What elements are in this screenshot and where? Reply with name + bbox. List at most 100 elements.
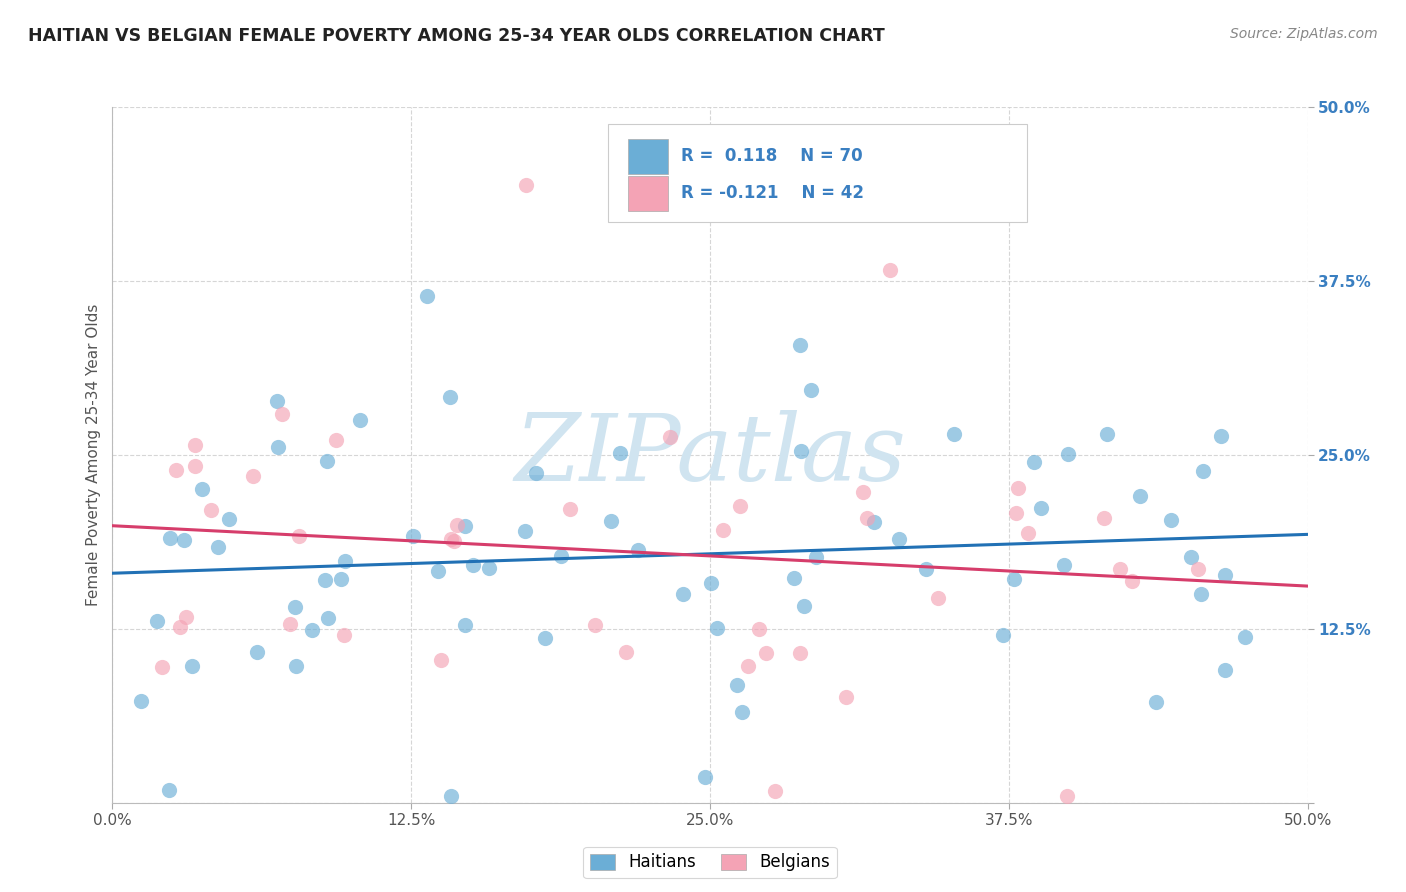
Point: [446, 518, 468, 533]
Point: [790, 443, 813, 458]
Point: [789, 647, 811, 661]
Point: [314, 573, 336, 587]
Point: [1094, 510, 1116, 524]
Point: [737, 658, 759, 673]
Point: [515, 178, 537, 193]
FancyBboxPatch shape: [609, 124, 1026, 222]
Point: [887, 532, 910, 546]
Point: [1022, 454, 1045, 468]
Point: [627, 543, 650, 558]
Point: [165, 463, 187, 477]
Point: [658, 430, 681, 444]
Point: [318, 611, 340, 625]
Point: [478, 561, 501, 575]
Point: [1017, 525, 1039, 540]
Point: [315, 453, 337, 467]
FancyBboxPatch shape: [627, 176, 668, 211]
Point: [145, 615, 167, 629]
Point: [693, 770, 716, 784]
Point: [288, 529, 311, 543]
Point: [927, 591, 949, 605]
Point: [1187, 562, 1209, 576]
Point: [1189, 587, 1212, 601]
Point: [991, 627, 1014, 641]
Point: [1108, 562, 1130, 576]
Point: [218, 511, 240, 525]
Point: [614, 645, 637, 659]
Point: [1209, 429, 1232, 443]
Point: [1057, 446, 1080, 460]
Point: [159, 531, 181, 545]
Y-axis label: Female Poverty Among 25-34 Year Olds: Female Poverty Among 25-34 Year Olds: [86, 304, 101, 606]
Point: [1129, 489, 1152, 503]
Point: [700, 576, 723, 591]
Point: [427, 564, 450, 578]
Point: [834, 690, 856, 705]
Point: [454, 519, 477, 533]
Point: [1121, 574, 1143, 588]
Point: [1095, 427, 1118, 442]
Point: [169, 620, 191, 634]
Point: [863, 515, 886, 529]
Point: [278, 616, 301, 631]
Point: [524, 466, 547, 480]
Point: [267, 440, 290, 454]
Point: [789, 338, 811, 352]
Point: [856, 511, 879, 525]
Legend: Haitians, Belgians: Haitians, Belgians: [583, 847, 837, 878]
Point: [443, 533, 465, 548]
Point: [1215, 663, 1237, 677]
Point: [706, 621, 728, 635]
Point: [550, 549, 572, 563]
Text: ZIPatlas: ZIPatlas: [515, 410, 905, 500]
Point: [333, 627, 356, 641]
Point: [728, 500, 751, 514]
Point: [191, 482, 214, 496]
Point: [1029, 501, 1052, 516]
Point: [806, 549, 828, 564]
Point: [583, 618, 606, 632]
Point: [1192, 464, 1215, 478]
Point: [713, 523, 735, 537]
Point: [284, 600, 307, 615]
Point: [731, 706, 754, 720]
Point: [200, 503, 222, 517]
Point: [1160, 513, 1182, 527]
Point: [1180, 549, 1202, 564]
Point: [173, 533, 195, 548]
Point: [748, 622, 770, 636]
Point: [429, 653, 451, 667]
Point: [284, 658, 307, 673]
Point: [1002, 572, 1025, 586]
Point: [180, 659, 202, 673]
Point: [129, 694, 152, 708]
Point: [1213, 568, 1236, 582]
FancyBboxPatch shape: [627, 139, 668, 174]
Point: [1007, 481, 1029, 495]
Point: [402, 528, 425, 542]
Point: [672, 587, 695, 601]
Point: [416, 288, 439, 302]
Text: R = -0.121    N = 42: R = -0.121 N = 42: [682, 185, 865, 202]
Point: [330, 572, 353, 586]
Point: [1005, 506, 1028, 520]
Point: [852, 484, 875, 499]
Point: [150, 660, 173, 674]
Point: [800, 383, 823, 397]
Point: [454, 618, 477, 632]
Point: [599, 514, 621, 528]
Text: Source: ZipAtlas.com: Source: ZipAtlas.com: [1230, 27, 1378, 41]
Point: [793, 599, 815, 614]
Point: [513, 524, 536, 538]
Point: [349, 413, 371, 427]
Point: [879, 262, 901, 277]
Point: [270, 407, 292, 421]
Point: [207, 541, 229, 555]
Point: [463, 558, 485, 573]
Point: [246, 645, 269, 659]
Point: [783, 571, 806, 585]
Point: [301, 623, 323, 637]
Point: [184, 438, 207, 452]
Text: R =  0.118    N = 70: R = 0.118 N = 70: [682, 147, 863, 165]
Point: [915, 562, 938, 576]
